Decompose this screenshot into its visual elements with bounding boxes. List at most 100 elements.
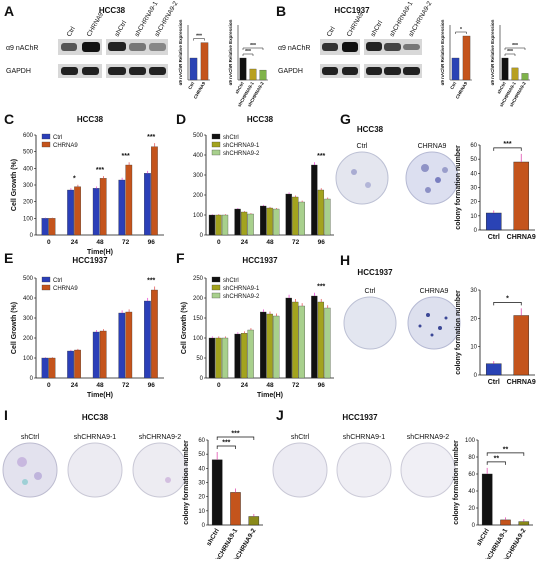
B_kd-ylabel: α9 nAChR Relative Expression (490, 19, 495, 85)
D-bar (324, 198, 331, 236)
F-bar (234, 333, 241, 379)
J-xtick-label: shCtrl (475, 527, 491, 547)
I-ylabel: colony formation number (183, 440, 190, 525)
F-xtick-label: 96 (318, 382, 326, 389)
F-legend-label: shCtrl (223, 278, 239, 284)
E-ytick-label: 500 (23, 276, 34, 282)
panel-i-plates (2, 442, 188, 498)
panel-b-lane-3: shCtrl (370, 19, 385, 38)
E-xtick-label: 48 (96, 382, 104, 389)
A_over-sig-bracket (193, 38, 205, 41)
E-bar (99, 330, 107, 379)
E-bar (74, 349, 81, 379)
D-bar (317, 189, 325, 236)
B_kd-bar (521, 73, 529, 81)
C-sig-label: *** (122, 153, 130, 160)
D-legend-swatch (211, 149, 221, 156)
panel-letter-b: B (276, 3, 286, 19)
panel-letter-f: F (176, 250, 185, 266)
panel-a-lane-1: Ctrl (66, 25, 77, 38)
panel-i-plate-label-1: shCtrl (21, 434, 40, 441)
panel-i-title: HCC38 (82, 413, 109, 422)
D-bar (221, 214, 229, 236)
C-xtick-label: 24 (71, 239, 79, 246)
D-ytick-label: 400 (193, 153, 204, 159)
panel-b-row2-label: GAPDH (278, 68, 303, 75)
J-sig-bracket (486, 452, 525, 456)
panel-letter-g: G (340, 111, 351, 127)
I-ytick-label: 40 (198, 466, 205, 472)
D-legend-label: shCtrl (223, 135, 239, 141)
B_over-xtick-label: Ctrl (449, 81, 457, 90)
panel-letter-a: A (4, 3, 14, 19)
D-bar (311, 164, 318, 236)
F-legend-swatch (211, 292, 221, 299)
E-legend-swatch (41, 284, 51, 291)
I-ytick-label: 10 (198, 509, 205, 515)
D-legend-label: shCHRNA9-2 (223, 151, 260, 157)
H-sig-label: * (506, 295, 509, 302)
A_over-bar (189, 57, 198, 81)
panel-i-plate-label-3: shCHRNA9-2 (139, 434, 182, 441)
C-xtick-label: 0 (47, 239, 51, 246)
C-ylabel: Cell Growth (%) (11, 159, 18, 211)
H-sig-bracket (493, 302, 522, 306)
D-legend-label: shCHRNA9-1 (223, 143, 260, 149)
F-legend-swatch (211, 284, 221, 291)
C-bar (74, 186, 81, 236)
D-ytick-label: 300 (193, 173, 204, 179)
D-xtick-label: 72 (292, 239, 300, 246)
E-legend-label: CHRNA9 (53, 286, 78, 292)
E-sig-label: *** (147, 277, 155, 284)
B_kd-xtick-label: shCtrl (496, 81, 507, 95)
D-legend-swatch (211, 141, 221, 148)
G-bar (513, 161, 530, 231)
panel-e-title: HCC1937 (72, 256, 108, 265)
A_over-sig-label: *** (196, 34, 202, 40)
C-sig-label: *** (147, 134, 155, 141)
H-ytick-label: 0 (474, 373, 478, 379)
G-ytick-label: 0 (474, 228, 478, 234)
C-xtick-label: 48 (96, 239, 104, 246)
J-bar (500, 519, 511, 526)
panel-letter-h: H (340, 252, 350, 268)
D-bar (215, 214, 222, 236)
J-sig-bracket (486, 461, 506, 465)
F-ytick-label: 50 (196, 356, 203, 362)
J-ytick-label: 60 (468, 472, 475, 478)
A_kd-sig-bracket (242, 47, 264, 50)
B_over-sig-label: * (460, 27, 462, 33)
F-ytick-label: 0 (200, 376, 204, 382)
C-bar (144, 173, 151, 236)
G-ytick-label: 30 (470, 186, 477, 192)
F-bar (266, 313, 273, 379)
E-xtick-label: 24 (71, 382, 79, 389)
F-bar (240, 333, 248, 379)
F-legend-label: shCHRNA9-1 (223, 286, 260, 292)
F-sig-label: *** (317, 284, 325, 291)
panel-letter-c: C (4, 111, 14, 127)
C-bar (99, 178, 107, 236)
A_kd-bar (239, 57, 247, 81)
B_over-bar (462, 35, 471, 81)
panel-b-blot-images (320, 39, 422, 78)
E-bar (92, 331, 100, 379)
E-legend-swatch (41, 276, 51, 283)
G-sig-bracket (493, 147, 522, 151)
D-bar (247, 213, 254, 236)
F-ytick-label: 150 (193, 316, 204, 322)
A_kd-xtick-label: shCtrl (234, 81, 245, 95)
A_kd-ylabel: α9 nAChR Relative Expression (228, 19, 233, 85)
panel-b-row1-label: α9 nAChR (278, 45, 310, 52)
C-ytick-label: 100 (23, 216, 34, 222)
D-ytick-label: 200 (193, 193, 204, 199)
I-xtick-label: shCtrl (205, 527, 221, 547)
F-xtick-label: 72 (292, 382, 300, 389)
F-bar (285, 297, 292, 379)
I-ytick-label: 30 (198, 481, 205, 487)
H-ytick-label: 20 (470, 316, 477, 322)
panel-a-blot-images (58, 39, 168, 78)
F-bar (298, 305, 305, 379)
C-bar (125, 164, 133, 236)
C-bar (118, 179, 126, 236)
